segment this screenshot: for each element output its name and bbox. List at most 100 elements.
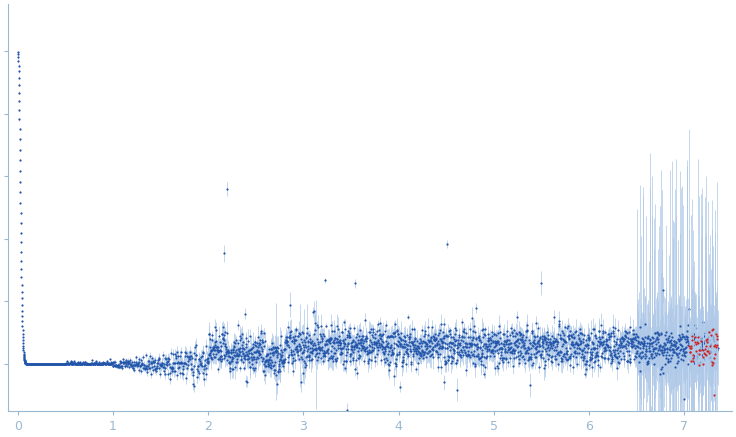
Point bbox=[512, 313, 523, 320]
Point bbox=[613, 341, 625, 348]
Point bbox=[407, 350, 419, 357]
Point bbox=[96, 361, 107, 368]
Point bbox=[250, 356, 262, 363]
Point bbox=[283, 344, 295, 351]
Point bbox=[439, 340, 450, 347]
Point bbox=[316, 343, 328, 350]
Point bbox=[234, 337, 246, 344]
Point bbox=[275, 341, 286, 348]
Point bbox=[503, 344, 514, 351]
Point bbox=[180, 375, 192, 382]
Point bbox=[443, 328, 455, 335]
Point bbox=[407, 346, 419, 353]
Point bbox=[26, 361, 38, 368]
Point bbox=[636, 340, 648, 347]
Point bbox=[373, 340, 385, 347]
Point bbox=[627, 338, 639, 345]
Point bbox=[592, 337, 604, 344]
Point bbox=[562, 333, 573, 340]
Point bbox=[333, 339, 345, 346]
Point bbox=[248, 366, 260, 373]
Point bbox=[445, 344, 457, 351]
Point bbox=[419, 330, 431, 337]
Point bbox=[518, 340, 530, 347]
Point bbox=[216, 323, 228, 330]
Point bbox=[514, 336, 526, 343]
Point bbox=[284, 335, 296, 342]
Point bbox=[467, 336, 478, 343]
Point bbox=[411, 349, 422, 356]
Point bbox=[192, 363, 204, 370]
Point bbox=[697, 347, 709, 354]
Point bbox=[352, 343, 364, 350]
Point bbox=[339, 326, 351, 333]
Point bbox=[573, 344, 585, 351]
Point bbox=[107, 360, 119, 367]
Point bbox=[637, 336, 648, 343]
Point bbox=[337, 344, 349, 351]
Point bbox=[63, 361, 75, 368]
Point bbox=[49, 361, 60, 368]
Point bbox=[188, 368, 199, 375]
Point bbox=[315, 345, 327, 352]
Point bbox=[652, 329, 664, 336]
Point bbox=[129, 366, 141, 373]
Point bbox=[301, 329, 313, 336]
Point bbox=[40, 361, 52, 368]
Point bbox=[475, 354, 486, 361]
Point bbox=[523, 355, 535, 362]
Point bbox=[436, 320, 447, 327]
Point bbox=[441, 344, 453, 351]
Point bbox=[39, 361, 51, 368]
Point bbox=[543, 347, 555, 354]
Point bbox=[696, 342, 707, 349]
Point bbox=[344, 350, 355, 357]
Point bbox=[687, 354, 698, 361]
Point bbox=[420, 354, 432, 361]
Point bbox=[509, 348, 520, 355]
Point bbox=[511, 330, 523, 337]
Point bbox=[428, 336, 439, 343]
Point bbox=[701, 328, 712, 335]
Point bbox=[127, 365, 139, 372]
Point bbox=[239, 356, 251, 363]
Point bbox=[494, 355, 506, 362]
Point bbox=[89, 361, 101, 368]
Point bbox=[584, 336, 595, 343]
Point bbox=[576, 347, 588, 354]
Point bbox=[372, 346, 384, 353]
Point bbox=[692, 350, 704, 357]
Point bbox=[203, 351, 215, 358]
Point bbox=[219, 352, 231, 359]
Point bbox=[250, 343, 262, 350]
Point bbox=[441, 333, 453, 340]
Point bbox=[80, 361, 92, 368]
Point bbox=[213, 355, 225, 362]
Point bbox=[492, 338, 504, 345]
Point bbox=[570, 361, 582, 368]
Point bbox=[333, 333, 345, 340]
Point bbox=[320, 337, 332, 344]
Point bbox=[418, 349, 430, 356]
Point bbox=[483, 345, 495, 352]
Point bbox=[533, 347, 545, 354]
Point bbox=[237, 350, 249, 357]
Point bbox=[104, 361, 116, 368]
Point bbox=[662, 355, 673, 362]
Point bbox=[238, 351, 250, 358]
Point bbox=[21, 361, 33, 368]
Point bbox=[469, 342, 481, 349]
Point bbox=[634, 340, 646, 347]
Point bbox=[311, 336, 323, 343]
Point bbox=[422, 349, 434, 356]
Point bbox=[665, 354, 676, 361]
Point bbox=[28, 361, 40, 368]
Point bbox=[18, 350, 29, 357]
Point bbox=[613, 341, 625, 348]
Point bbox=[291, 346, 302, 353]
Point bbox=[585, 346, 597, 353]
Point bbox=[530, 343, 542, 350]
Point bbox=[543, 352, 555, 359]
Point bbox=[75, 360, 87, 367]
Point bbox=[357, 345, 369, 352]
